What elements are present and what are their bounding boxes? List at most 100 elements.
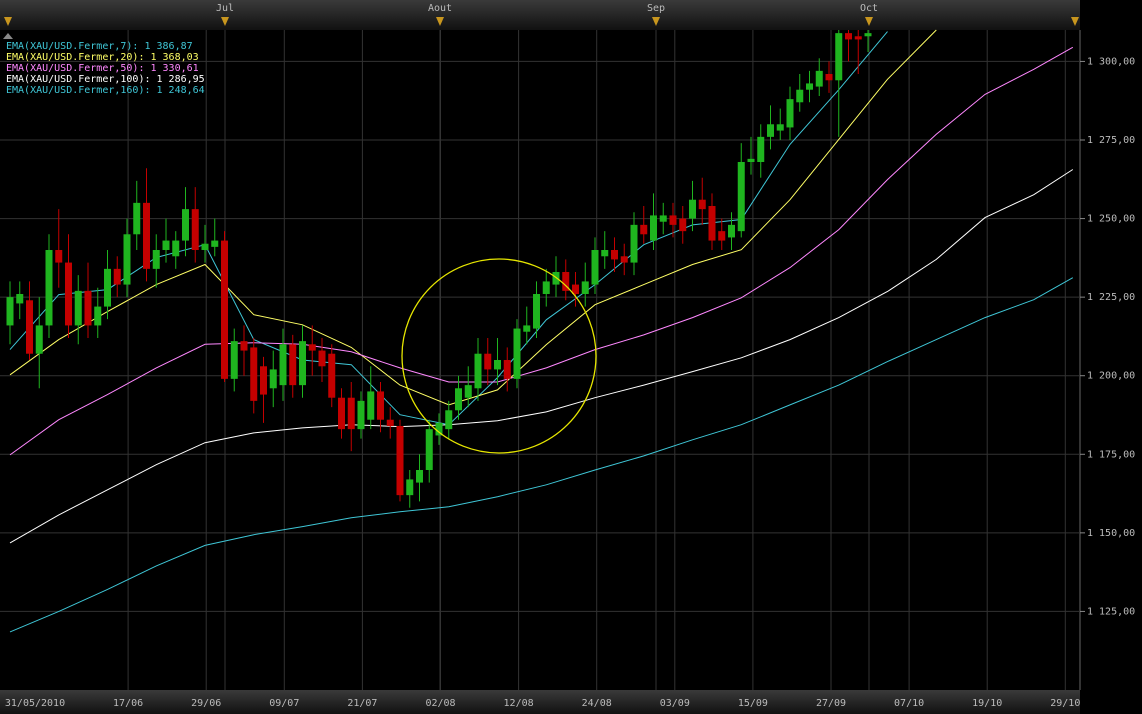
- candle-body: [640, 224, 648, 235]
- candle-body: [864, 33, 872, 37]
- month-marker: [436, 17, 444, 26]
- candle-body: [776, 124, 784, 131]
- x-tick-label: 31/05/2010: [5, 698, 65, 709]
- legend-entry: EMA(XAU/USD.Fermer,100): 1 286,95: [6, 74, 205, 85]
- candle-body: [211, 240, 219, 247]
- candle-body: [786, 99, 794, 128]
- legend-entry: EMA(XAU/USD.Fermer,50): 1 330,61: [6, 63, 199, 74]
- candle-body: [474, 353, 482, 389]
- candle-body: [347, 397, 355, 430]
- month-marker: [865, 17, 873, 26]
- candle-body: [230, 341, 238, 379]
- candle-body: [191, 209, 199, 250]
- candle-body: [669, 215, 677, 225]
- candle-body: [221, 240, 228, 379]
- candle-body: [269, 369, 277, 389]
- x-tick-label: 29/06: [191, 698, 221, 709]
- candle-body: [591, 250, 599, 285]
- y-tick-label: 1 300,00: [1087, 56, 1135, 67]
- candle-body: [650, 215, 657, 241]
- candle-body: [55, 250, 63, 263]
- scroll-marker: [3, 33, 13, 39]
- month-label: Aout: [428, 3, 452, 14]
- candle-body: [620, 256, 628, 263]
- x-tick-label: 24/08: [582, 698, 612, 709]
- y-tick-label: 1 275,00: [1087, 135, 1135, 146]
- candle-body: [396, 426, 404, 496]
- candle-body: [182, 209, 189, 241]
- candle-body: [572, 284, 579, 294]
- x-tick-label: 07/10: [894, 698, 924, 709]
- candle-body: [796, 89, 804, 103]
- x-tick-label: 15/09: [738, 698, 768, 709]
- legend-entry: EMA(XAU/USD.Fermer,20): 1 368,03: [6, 52, 199, 63]
- legend: EMA(XAU/USD.Fermer,7): 1 386,87EMA(XAU/U…: [6, 41, 205, 96]
- candle-body: [806, 83, 813, 90]
- y-tick-label: 1 175,00: [1087, 449, 1135, 460]
- candle-body: [308, 344, 316, 351]
- candle-body: [318, 350, 326, 367]
- x-tick-label: 03/09: [660, 698, 690, 709]
- x-tick-label: 21/07: [347, 698, 377, 709]
- candle-body: [747, 158, 755, 162]
- y-tick-label: 1 250,00: [1087, 214, 1135, 225]
- candle-body: [464, 385, 472, 398]
- candle-body: [601, 250, 609, 257]
- candle-body: [406, 479, 414, 496]
- y-tick-label: 1 200,00: [1087, 371, 1135, 382]
- candle-body: [6, 297, 14, 326]
- candle-body: [45, 250, 53, 326]
- candle-body: [94, 306, 102, 326]
- ema-line: [9, 277, 1074, 633]
- candle-body: [708, 206, 716, 241]
- candle-body: [357, 400, 365, 430]
- month-marker: [1071, 17, 1079, 26]
- candle-body: [152, 250, 160, 269]
- y-tick-label: 1 125,00: [1087, 606, 1135, 617]
- legend-entry: EMA(XAU/USD.Fermer,160): 1 248,64: [6, 85, 205, 96]
- candle-body: [338, 397, 345, 430]
- axes: 1 125,00 1 150,00 1 175,00 1 200,00 1 225,00…: [4, 3, 1135, 709]
- candle-body: [377, 391, 384, 420]
- x-tick-label: 27/09: [816, 698, 846, 709]
- candle-body: [659, 215, 667, 222]
- month-label: Jul: [216, 3, 234, 14]
- candle-body: [172, 240, 180, 257]
- date-strip: [0, 690, 1080, 714]
- candle-body: [162, 240, 170, 250]
- candle-body: [289, 344, 297, 386]
- candle-body: [26, 300, 33, 354]
- candle-body: [718, 231, 726, 241]
- candle-body: [299, 341, 306, 386]
- candle-body: [630, 224, 638, 263]
- candle-body: [835, 33, 843, 81]
- candle-body: [845, 33, 852, 40]
- month-label: Sep: [647, 3, 665, 14]
- candle-body: [767, 124, 774, 137]
- candle-body: [279, 344, 287, 386]
- candle-body: [416, 470, 423, 483]
- candle-body: [425, 429, 433, 470]
- candle-body: [825, 74, 833, 81]
- ema-line: [9, 169, 1074, 544]
- candle-body: [16, 294, 24, 304]
- month-marker: [652, 17, 660, 26]
- ema-line: [9, 29, 937, 406]
- candle-body: [737, 162, 745, 232]
- candle-body: [455, 388, 462, 411]
- candle-body: [728, 224, 735, 238]
- y-tick-label: 1 225,00: [1087, 292, 1135, 303]
- highlight-circle: [401, 258, 597, 454]
- candle-body: [250, 347, 258, 401]
- candle-body: [581, 281, 589, 294]
- candle-body: [523, 325, 531, 332]
- candle-body: [611, 250, 618, 260]
- candle-body: [123, 234, 131, 285]
- x-tick-label: 17/06: [113, 698, 143, 709]
- candle-body: [35, 325, 43, 354]
- candle-body: [367, 391, 375, 420]
- x-tick-label: 02/08: [425, 698, 455, 709]
- candle-body: [328, 353, 336, 398]
